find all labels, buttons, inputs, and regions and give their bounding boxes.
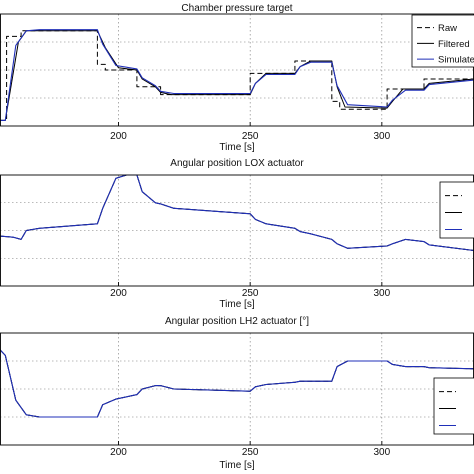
series-line-3 bbox=[0, 349, 474, 418]
chart-title: Angular position LOX actuator bbox=[170, 158, 304, 169]
x-tick-label: 200 bbox=[110, 288, 127, 299]
legend: Raw Filtered Simulated bbox=[411, 14, 474, 68]
chart-panel-chamber-pressure: 200 250 300 Raw Filtered Simulated Chamber pre… bbox=[0, 3, 474, 153]
legend-box bbox=[411, 14, 474, 68]
series-line-3 bbox=[0, 174, 474, 252]
x-tick-label: 250 bbox=[242, 131, 259, 142]
x-tick-label: 200 bbox=[110, 131, 127, 142]
x-axis-label: Time [s] bbox=[219, 460, 254, 471]
x-tick-label: 300 bbox=[373, 447, 390, 458]
x-axis-label: Time [s] bbox=[219, 142, 254, 153]
legend bbox=[439, 181, 474, 239]
x-tick-label: 250 bbox=[242, 447, 259, 458]
chart-title: Chamber pressure target bbox=[181, 3, 292, 14]
legend bbox=[433, 377, 474, 435]
x-tick-label: 250 bbox=[242, 288, 259, 299]
legend-label-3: Simulated bbox=[438, 55, 474, 66]
chart-title: Angular position LH2 actuator [°] bbox=[165, 316, 309, 327]
chart-panel-lox-actuator: 200 250 300 Angular position LOX actuator Ti… bbox=[0, 158, 474, 310]
x-tick-label: 300 bbox=[373, 131, 390, 142]
x-tick-label: 200 bbox=[110, 447, 127, 458]
legend-box bbox=[439, 181, 474, 239]
chart-panel-lh2-actuator: 200 250 300 Angular position LH2 actuator [… bbox=[0, 316, 474, 471]
legend-label-1: Raw bbox=[438, 23, 457, 34]
legend-label-2: Filtered bbox=[438, 39, 470, 50]
legend-box bbox=[433, 377, 474, 435]
x-tick-label: 300 bbox=[373, 288, 390, 299]
x-axis-label: Time [s] bbox=[219, 299, 254, 310]
series-line-3 bbox=[0, 29, 474, 121]
